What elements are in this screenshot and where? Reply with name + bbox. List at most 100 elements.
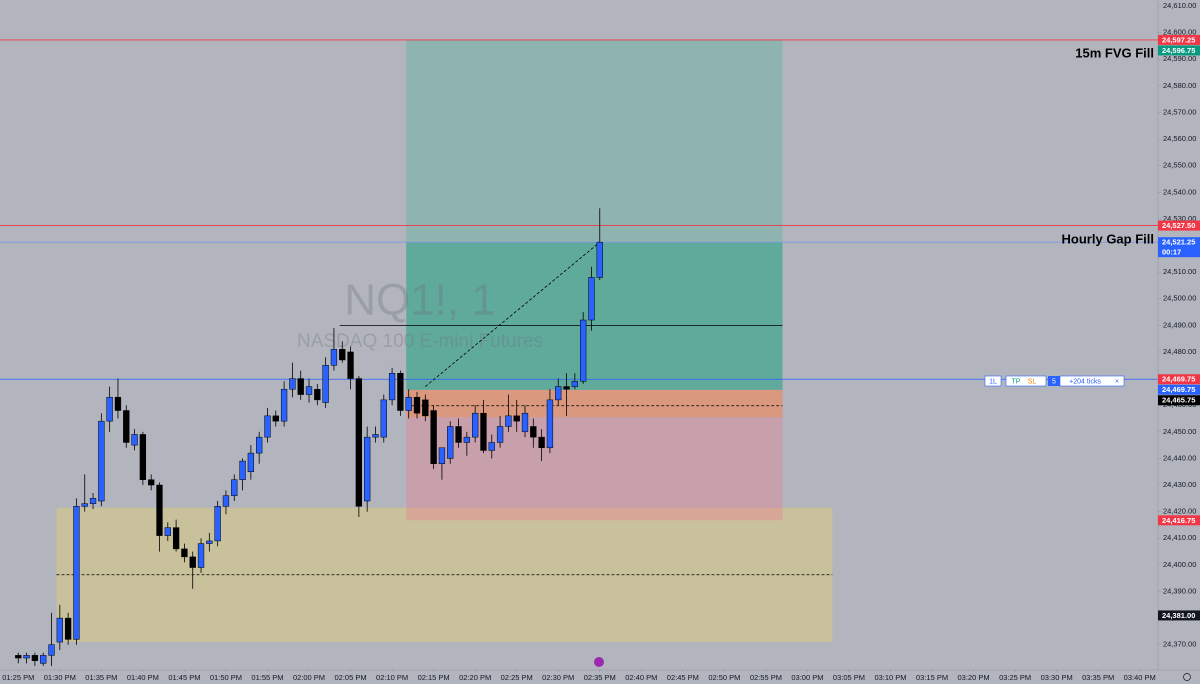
price-label: 24,381.00 bbox=[1162, 611, 1195, 620]
candle-body bbox=[48, 644, 55, 656]
candle-body bbox=[148, 479, 155, 486]
y-tick-label: 24,500.00 bbox=[1163, 294, 1196, 303]
candle-body bbox=[123, 410, 130, 443]
x-tick-label: 03:15 PM bbox=[916, 673, 948, 682]
candle-body bbox=[322, 365, 329, 403]
candle-body bbox=[214, 506, 221, 542]
toolbar-box[interactable] bbox=[1059, 375, 1125, 387]
candle-body bbox=[364, 436, 371, 502]
x-tick-label: 02:55 PM bbox=[750, 673, 782, 682]
y-tick-label: 24,570.00 bbox=[1163, 107, 1196, 116]
candle-body bbox=[596, 241, 603, 278]
toolbar-box[interactable] bbox=[1048, 376, 1060, 386]
candle-body bbox=[189, 556, 196, 568]
candle-body bbox=[98, 420, 105, 502]
toolbar-sl[interactable]: SL bbox=[1028, 378, 1037, 385]
price-label-bg bbox=[1158, 220, 1200, 231]
x-tick-label: 01:40 PM bbox=[127, 673, 159, 682]
candle-body bbox=[571, 380, 579, 387]
candle-body bbox=[89, 498, 97, 504]
candle-body bbox=[305, 386, 313, 395]
price-label: 24,596.75 bbox=[1162, 46, 1195, 55]
candle-body bbox=[81, 503, 88, 507]
x-tick-label: 03:40 PM bbox=[1124, 673, 1156, 682]
toolbar-ticks[interactable]: +204 ticks bbox=[1069, 378, 1101, 385]
candle-body bbox=[579, 319, 587, 382]
x-tick-label: 03:30 PM bbox=[1041, 673, 1073, 682]
price-label: 24,469.75 bbox=[1162, 385, 1195, 394]
x-tick-label: 03:20 PM bbox=[958, 673, 990, 682]
x-tick-label: 01:25 PM bbox=[2, 673, 34, 682]
y-tick-label: 24,440.00 bbox=[1163, 453, 1196, 462]
candle-body bbox=[156, 484, 163, 536]
price-label-bg bbox=[1158, 384, 1200, 395]
candle-body bbox=[222, 495, 230, 507]
zone bbox=[406, 39, 783, 390]
y-tick-label: 24,400.00 bbox=[1163, 560, 1196, 569]
candle-body bbox=[546, 399, 554, 449]
y-tick-label: 24,560.00 bbox=[1163, 134, 1196, 143]
position-toolbar[interactable]: 1L TP SL 5 +204 ticks × bbox=[984, 375, 1125, 387]
price-label: 24,597.25 bbox=[1162, 35, 1195, 44]
x-tick-label: 03:35 PM bbox=[1082, 673, 1114, 682]
candle-body bbox=[247, 452, 255, 472]
candle-body bbox=[15, 655, 22, 659]
candle-body bbox=[272, 415, 279, 422]
x-tick-label: 01:35 PM bbox=[85, 673, 117, 682]
toolbar-tp[interactable]: TP bbox=[1012, 378, 1021, 385]
watermark-description: NASDAQ 100 E-mini Futures bbox=[297, 331, 543, 352]
zone bbox=[406, 389, 783, 418]
price-label-bg bbox=[1158, 237, 1200, 258]
toolbar-box[interactable] bbox=[984, 375, 1002, 387]
segment bbox=[425, 241, 601, 387]
toolbar-qty[interactable]: 1L bbox=[989, 378, 997, 385]
x-tick-label: 02:50 PM bbox=[708, 673, 740, 682]
y-tick-label: 24,420.00 bbox=[1163, 507, 1196, 516]
x-tick-label: 01:30 PM bbox=[44, 673, 76, 682]
toolbar-count[interactable]: 5 bbox=[1052, 378, 1056, 385]
x-tick-label: 03:25 PM bbox=[999, 673, 1031, 682]
y-tick-label: 24,530.00 bbox=[1163, 214, 1196, 223]
candle-body bbox=[405, 396, 412, 411]
event-marker[interactable] bbox=[594, 657, 604, 667]
candle-body bbox=[397, 373, 404, 411]
candle-body bbox=[538, 436, 545, 449]
price-label: 24,416.75 bbox=[1162, 516, 1195, 525]
candle-body bbox=[588, 277, 595, 321]
toolbar-close[interactable]: × bbox=[1115, 378, 1119, 385]
candle-body bbox=[239, 460, 246, 480]
y-tick-label: 24,600.00 bbox=[1163, 28, 1196, 37]
settings-icon[interactable] bbox=[1183, 673, 1191, 681]
candle-body bbox=[496, 426, 504, 443]
candle-body bbox=[447, 426, 454, 459]
time-axis bbox=[0, 670, 1200, 684]
candle-body bbox=[530, 426, 537, 438]
candle-body bbox=[422, 399, 429, 417]
candle-body bbox=[197, 543, 205, 568]
candle-body bbox=[413, 396, 421, 414]
candle-body bbox=[355, 378, 363, 507]
candle-body bbox=[172, 527, 180, 550]
candle-body bbox=[372, 434, 379, 438]
candle-body bbox=[289, 378, 296, 390]
candle-body bbox=[64, 617, 72, 640]
zone bbox=[406, 389, 783, 521]
candle-body bbox=[114, 396, 122, 411]
x-tick-label: 02:00 PM bbox=[293, 673, 325, 682]
candle-body bbox=[513, 415, 520, 422]
candle-body bbox=[505, 415, 512, 427]
x-tick-label: 01:50 PM bbox=[210, 673, 242, 682]
candle-body bbox=[231, 479, 238, 496]
candle-body bbox=[23, 655, 30, 659]
x-tick-label: 03:05 PM bbox=[833, 673, 865, 682]
price-label-bg bbox=[1158, 395, 1200, 406]
x-tick-label: 01:55 PM bbox=[251, 673, 283, 682]
candle-body bbox=[73, 506, 80, 640]
y-tick-label: 24,610.00 bbox=[1163, 1, 1196, 10]
y-tick-label: 24,480.00 bbox=[1163, 347, 1196, 356]
toolbar-box[interactable] bbox=[1005, 375, 1047, 387]
candle-body bbox=[388, 373, 396, 401]
y-tick-label: 24,370.00 bbox=[1163, 640, 1196, 649]
